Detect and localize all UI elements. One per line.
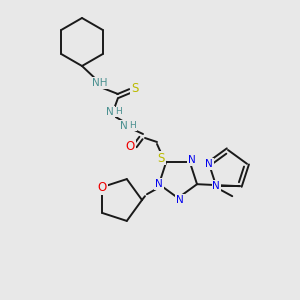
Text: S: S (157, 152, 165, 164)
Text: N: N (120, 121, 128, 131)
Text: N: N (155, 179, 163, 189)
Text: S: S (131, 82, 139, 95)
Text: N: N (106, 107, 114, 117)
Text: H: H (130, 122, 136, 130)
Text: N: N (212, 181, 220, 191)
Text: N: N (176, 195, 184, 205)
Text: O: O (125, 140, 135, 154)
Text: H: H (116, 107, 122, 116)
Text: O: O (98, 181, 107, 194)
Text: N: N (188, 155, 196, 165)
Text: NH: NH (92, 78, 108, 88)
Text: N: N (205, 159, 213, 169)
